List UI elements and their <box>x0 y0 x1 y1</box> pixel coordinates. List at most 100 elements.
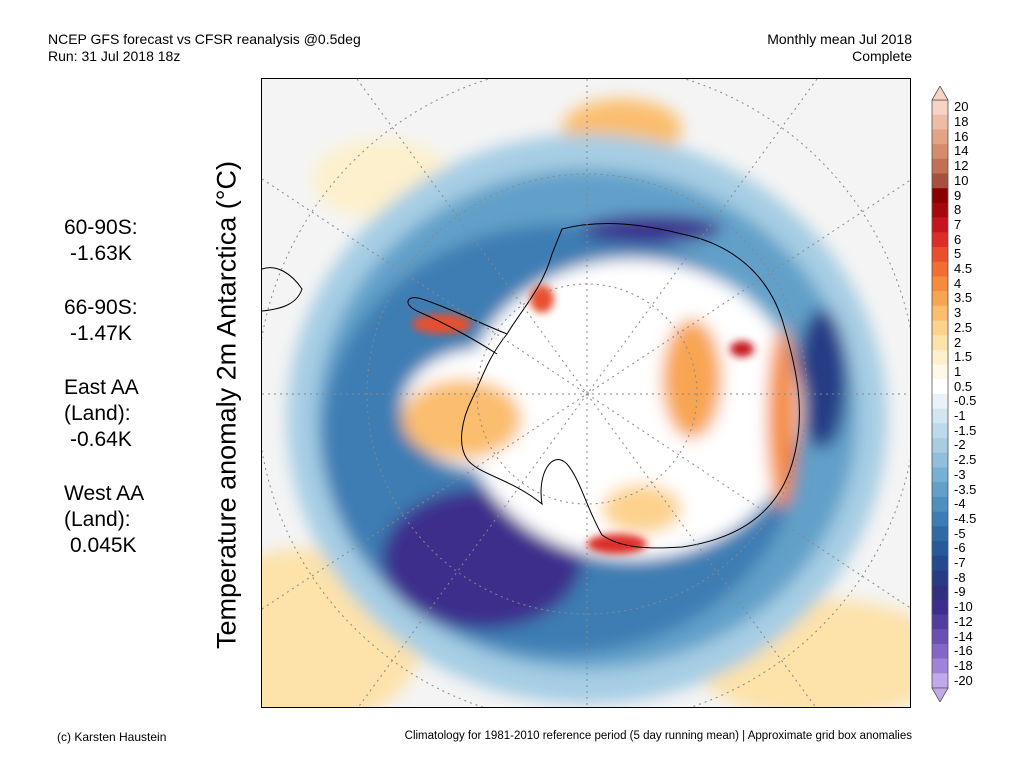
stat-west-aa-land: West AA (Land): 0.045K <box>64 481 164 559</box>
colorbar-label: 14 <box>954 143 969 159</box>
colorbar-swatch <box>932 511 948 527</box>
period-label: Monthly mean Jul 2018 <box>767 31 912 47</box>
header-right: Monthly mean Jul 2018 Complete <box>767 31 912 65</box>
colorbar-swatch <box>932 496 948 512</box>
colorbar-label: -3.5 <box>954 481 977 497</box>
colorbar-swatch <box>932 349 948 365</box>
colorbar-swatch <box>932 129 948 145</box>
colorbar-label: 3.5 <box>954 290 973 306</box>
header-left: NCEP GFS forecast vs CFSR reanalysis @0.… <box>48 31 361 65</box>
colorbar-label: 4.5 <box>954 261 973 277</box>
colorbar-label: 12 <box>954 158 969 174</box>
colorbar-swatch <box>932 408 948 424</box>
colorbar-swatch <box>932 335 948 351</box>
stat-value: 0.045K <box>70 534 137 557</box>
colorbar-label: -5 <box>954 525 966 541</box>
colorbar-label: -4.5 <box>954 510 977 526</box>
regional-stats: 60-90S: -1.63K 66-90S: -1.47K East AA (L… <box>64 215 164 587</box>
stat-label: 66-90S: <box>64 296 138 319</box>
colorbar-swatch <box>932 585 948 601</box>
colorbar-label: -12 <box>954 613 973 629</box>
colorbar-swatch <box>932 364 948 380</box>
colorbar-top-arrow <box>931 86 949 101</box>
stat-east-aa-land: East AA (Land): -0.64K <box>64 375 164 453</box>
vertical-map-title: Temperature anomaly 2m Antarctica (°C) <box>211 161 242 649</box>
stat-label: East AA (Land): <box>64 376 138 425</box>
colorbar-swatch <box>932 158 948 174</box>
stat-value: -1.47K <box>70 322 132 345</box>
colorbar-bottom-arrow <box>931 687 949 702</box>
colorbar-label: 4 <box>954 275 962 291</box>
colorbar-label: 5 <box>954 246 962 262</box>
colorbar-label: -6 <box>954 540 966 556</box>
colorbar-swatch <box>932 599 948 615</box>
colorbar-swatch <box>932 232 948 248</box>
colorbar-swatch <box>932 541 948 556</box>
colorbar-swatch <box>932 482 948 498</box>
stat-60-90s: 60-90S: -1.63K <box>64 215 164 267</box>
colorbar-label: 2 <box>954 334 962 350</box>
colorbar-label: 18 <box>954 114 969 130</box>
stat-label: West AA (Land): <box>64 482 143 531</box>
colorbar <box>931 86 949 702</box>
colorbar-swatch <box>932 173 948 189</box>
polar-map <box>261 78 911 708</box>
colorbar-swatch <box>932 305 948 321</box>
antarctica-coastline <box>461 223 800 549</box>
colorbar-swatch <box>932 379 948 395</box>
colorbar-swatch <box>932 555 948 571</box>
colorbar-swatch <box>932 629 948 645</box>
colorbar-swatch <box>932 144 948 160</box>
colorbar-label: -7 <box>954 555 966 571</box>
antarctica-anomaly-map <box>262 79 910 707</box>
colorbar-label: 0.5 <box>954 378 973 394</box>
copyright: (c) Karsten Haustein <box>57 730 167 744</box>
colorbar-swatch <box>932 423 948 439</box>
colorbar-label: -9 <box>954 584 966 600</box>
colorbar-swatch <box>932 614 948 630</box>
colorbar-label: -2.5 <box>954 452 977 468</box>
colorbar-label: 6 <box>954 231 962 247</box>
anomaly-field <box>262 99 910 707</box>
colorbar-label: 16 <box>954 128 969 144</box>
climatology-note: Climatology for 1981-2010 reference peri… <box>404 730 912 742</box>
colorbar-swatch <box>932 467 948 483</box>
status-label: Complete <box>852 48 912 64</box>
colorbar-swatch <box>932 276 948 292</box>
colorbar-swatch <box>932 526 948 542</box>
colorbar-label: 1 <box>954 363 962 379</box>
south-america-coastline <box>262 267 303 312</box>
colorbar-swatch <box>932 202 948 218</box>
colorbar-label: 9 <box>954 187 962 203</box>
colorbar-label: -1 <box>954 408 966 424</box>
colorbar-swatch <box>932 261 948 277</box>
colorbar-swatch <box>932 100 948 115</box>
colorbar-label: -0.5 <box>954 393 977 409</box>
colorbar-swatch <box>932 452 948 468</box>
run-info: Run: 31 Jul 2018 18z <box>48 48 181 64</box>
colorbar-swatch <box>932 394 948 409</box>
colorbar-label: 2.5 <box>954 319 973 335</box>
colorbar-label: 20 <box>954 99 969 115</box>
stat-value: -1.63K <box>70 242 132 265</box>
colorbar-label: -8 <box>954 569 966 585</box>
colorbar-label: -16 <box>954 643 973 659</box>
colorbar-label: -1.5 <box>954 422 977 438</box>
stat-label: 60-90S: <box>64 216 138 239</box>
colorbar-swatch <box>932 658 948 674</box>
colorbar-label: -2 <box>954 437 966 453</box>
map-title: NCEP GFS forecast vs CFSR reanalysis @0.… <box>48 31 361 47</box>
colorbar-label: -18 <box>954 657 973 673</box>
colorbar-label: -4 <box>954 496 966 512</box>
stat-value: -0.64K <box>70 428 132 451</box>
colorbar-swatch <box>932 673 948 689</box>
stat-66-90s: 66-90S: -1.47K <box>64 295 164 347</box>
graticule <box>262 79 910 707</box>
colorbar-swatch <box>932 643 948 659</box>
coastal-anomalies <box>412 285 754 554</box>
colorbar-swatch <box>932 114 948 130</box>
colorbar-label: 10 <box>954 172 969 188</box>
colorbar-label: 3 <box>954 305 962 321</box>
colorbar-swatch <box>932 320 948 336</box>
colorbar-swatch <box>932 291 948 307</box>
